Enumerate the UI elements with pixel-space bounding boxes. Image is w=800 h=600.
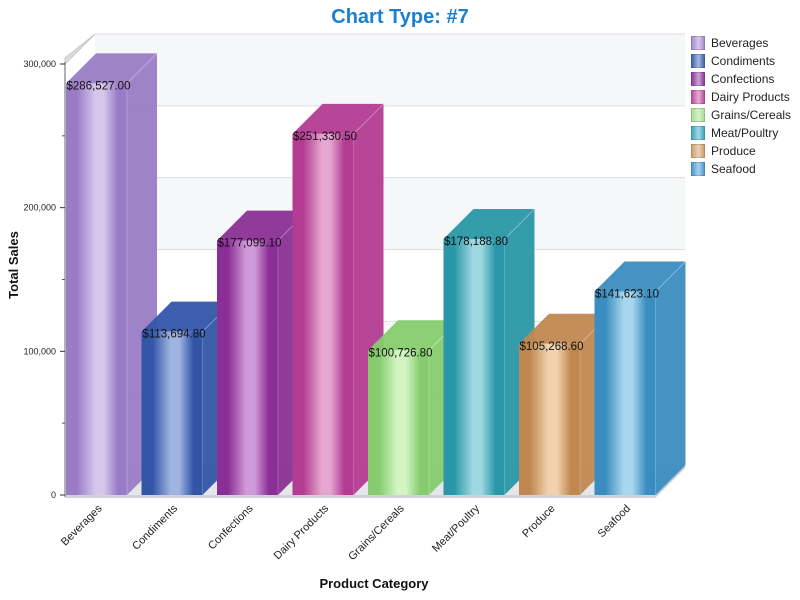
y-tick-label: 100,000 — [23, 346, 56, 356]
legend-label: Meat/Poultry — [711, 126, 779, 140]
legend-swatch-icon — [691, 162, 705, 176]
legend: Beverages Condiments Confections Dairy Prod… — [691, 34, 791, 178]
bar-dairy-products[interactable] — [292, 103, 384, 496]
bar-beverages[interactable] — [66, 53, 158, 496]
legend-label: Seafood — [711, 162, 756, 176]
legend-item[interactable]: Grains/Cereals — [691, 106, 791, 124]
legend-swatch-icon — [691, 126, 705, 140]
x-tick-label: Seafood — [596, 503, 633, 540]
legend-label: Produce — [711, 144, 756, 158]
x-tick-label: Confections — [206, 502, 256, 552]
x-tick-label: Dairy Products — [272, 502, 332, 562]
y-tick-label: 200,000 — [23, 203, 56, 213]
legend-item[interactable]: Seafood — [691, 160, 791, 178]
legend-swatch-icon — [691, 36, 705, 50]
legend-item[interactable]: Confections — [691, 70, 791, 88]
legend-swatch-icon — [691, 144, 705, 158]
legend-item[interactable]: Dairy Products — [691, 88, 791, 106]
y-axis-title: Total Sales — [6, 231, 21, 299]
value-label: $141,623.10 — [595, 289, 659, 301]
value-label: $113,694.80 — [142, 329, 205, 341]
x-tick-label: Grains/Cereals — [346, 502, 407, 563]
value-label: $105,268.60 — [520, 341, 584, 353]
value-label: $251,330.50 — [293, 131, 357, 143]
legend-label: Grains/Cereals — [711, 108, 792, 122]
legend-label: Dairy Products — [711, 90, 790, 104]
y-tick-label: 0 — [51, 490, 56, 500]
x-tick-label: Produce — [520, 503, 557, 540]
value-label: $100,726.80 — [369, 347, 433, 359]
legend-item[interactable]: Condiments — [691, 52, 791, 70]
x-tick-label: Condiments — [130, 502, 180, 552]
x-axis-labels: Beverages Condiments Confections Dairy Prod… — [59, 502, 633, 563]
legend-swatch-icon — [691, 72, 705, 86]
chart-title: Chart Type: #7 — [331, 6, 469, 28]
legend-swatch-icon — [691, 54, 705, 68]
x-tick-label: Beverages — [59, 502, 105, 548]
y-axis: 0 100,000 200,000 300,000 — [23, 59, 66, 500]
legend-swatch-icon — [691, 108, 705, 122]
legend-item[interactable]: Meat/Poultry — [691, 124, 791, 142]
value-label: $286,527.00 — [67, 80, 131, 92]
value-labels: $286,527.00 $113,694.80 $177,099.10 $251,33… — [67, 80, 659, 359]
legend-label: Condiments — [711, 54, 776, 68]
legend-item[interactable]: Beverages — [691, 34, 791, 52]
x-axis-title: Product Category — [319, 576, 429, 591]
legend-swatch-icon — [691, 90, 705, 104]
legend-item[interactable]: Produce — [691, 142, 791, 160]
y-tick-label: 300,000 — [23, 59, 56, 69]
value-label: $178,188.80 — [444, 236, 508, 248]
x-tick-label: Meat/Poultry — [430, 502, 482, 554]
bar-seafood[interactable] — [594, 261, 686, 495]
legend-label: Confections — [711, 72, 775, 86]
bars — [66, 53, 686, 496]
legend-label: Beverages — [711, 36, 769, 50]
value-label: $177,099.10 — [218, 238, 282, 250]
